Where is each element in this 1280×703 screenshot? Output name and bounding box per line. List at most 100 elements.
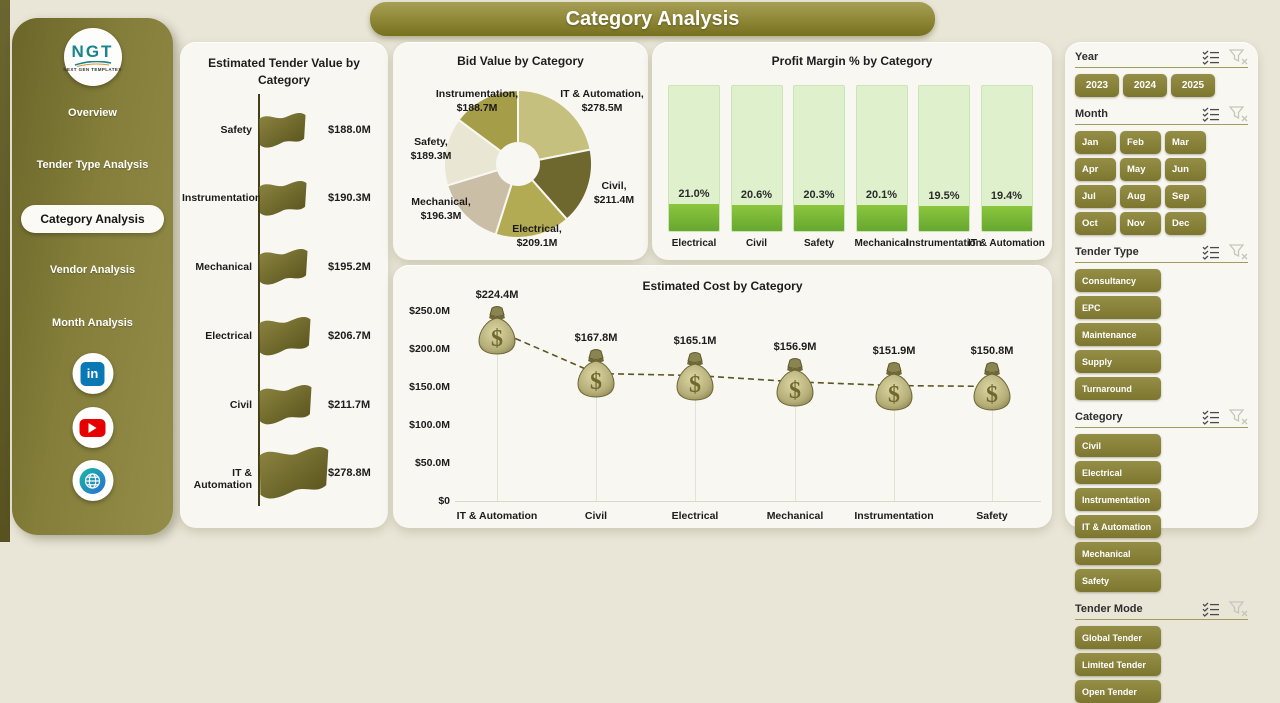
filter-option-apr[interactable]: Apr [1075, 158, 1116, 181]
flag-category-label: IT & Automation [193, 467, 252, 491]
money-bag-marker[interactable]: $ [773, 357, 817, 407]
profit-category-label: Mechanical [854, 238, 909, 249]
filter-option-aug[interactable]: Aug [1120, 185, 1161, 208]
donut-label: Electrical, $209.1M [512, 223, 562, 249]
clear-filter-icon[interactable] [1229, 409, 1248, 425]
filter-option-nov[interactable]: Nov [1120, 212, 1161, 235]
filter-section-tender-type: Tender Type Consultancy EPC Maintenance Supp… [1075, 244, 1248, 400]
filter-option-sep[interactable]: Sep [1165, 185, 1206, 208]
drop-line [795, 381, 796, 501]
clear-filter-icon[interactable] [1229, 49, 1248, 65]
filter-option-2023[interactable]: 2023 [1075, 74, 1119, 97]
clear-filter-icon[interactable] [1229, 601, 1248, 617]
filter-option-2025[interactable]: 2025 [1171, 74, 1215, 97]
filter-option-dec[interactable]: Dec [1165, 212, 1206, 235]
filter-section-category: Category Civil Electrical Instrumentation IT… [1075, 409, 1248, 592]
filter-option-electrical[interactable]: Electrical [1075, 461, 1161, 484]
sidebar-item-vendor-analysis[interactable]: Vendor Analysis [49, 264, 136, 276]
cost-value-label: $165.1M [673, 334, 717, 347]
filter-option-feb[interactable]: Feb [1120, 131, 1161, 154]
panel-bid-value: Bid Value by Category IT & Automation, $… [393, 42, 648, 260]
logo-text: NGT [71, 41, 114, 61]
flag-pole [258, 94, 260, 506]
filter-option-civil[interactable]: Civil [1075, 434, 1161, 457]
money-bag-marker[interactable]: $ [475, 305, 519, 355]
filter-section-label: Month [1075, 108, 1108, 120]
filter-option-mar[interactable]: Mar [1165, 131, 1206, 154]
filter-option-jun[interactable]: Jun [1165, 158, 1206, 181]
filter-option-safety[interactable]: Safety [1075, 569, 1161, 592]
filter-option-jul[interactable]: Jul [1075, 185, 1116, 208]
donut-slice-civil[interactable] [530, 148, 593, 221]
panel-profit-margin: Profit Margin % by Category 21.0% Electri… [652, 42, 1052, 260]
filter-option-turnaround[interactable]: Turnaround [1075, 377, 1161, 400]
youtube-icon[interactable] [72, 407, 113, 448]
profit-bar-fill [981, 206, 1032, 231]
filter-option-instrumentation[interactable]: Instrumentation [1075, 488, 1161, 511]
drop-line [497, 330, 498, 501]
select-all-icon[interactable] [1202, 107, 1220, 122]
cost-value-label: $224.4M [475, 289, 519, 302]
flag-marker[interactable] [259, 385, 312, 427]
filter-option-open-tender[interactable]: Open Tender [1075, 680, 1161, 703]
filter-option-may[interactable]: May [1120, 158, 1161, 181]
linkedin-icon[interactable]: in [72, 353, 113, 394]
filter-option-mechanical[interactable]: Mechanical [1075, 542, 1161, 565]
donut-slice-mechanical[interactable] [445, 168, 513, 236]
profit-bar-civil[interactable]: 20.6% [730, 85, 783, 232]
logo-tagline: NEXT GEN TEMPLATES [63, 66, 122, 72]
flag-marker[interactable] [259, 249, 308, 287]
sidebar-item-overview[interactable]: Overview [68, 107, 117, 119]
sidebar-item-tender-type-analysis[interactable]: Tender Type Analysis [36, 159, 149, 171]
filter-option-consultancy[interactable]: Consultancy [1075, 269, 1161, 292]
filter-option-global-tender[interactable]: Global Tender [1075, 626, 1161, 649]
filter-option-epc[interactable]: EPC [1075, 296, 1161, 319]
profit-bar-it-automation[interactable]: 19.4% [980, 85, 1033, 232]
money-bag-marker[interactable]: $ [872, 361, 916, 411]
donut-slice-safety[interactable] [443, 118, 503, 187]
select-all-icon[interactable] [1202, 50, 1220, 65]
flag-marker[interactable] [259, 112, 306, 150]
y-axis-tick: $250.0M [409, 305, 450, 317]
donut-slice-instrumentation[interactable] [457, 88, 519, 153]
flag-value-label: $190.3M [328, 192, 371, 204]
profit-bar-electrical[interactable]: 21.0% [668, 85, 720, 232]
filter-option-limited-tender[interactable]: Limited Tender [1075, 653, 1161, 676]
logo-swoosh-icon [74, 60, 111, 67]
sidebar-item-category-analysis[interactable]: Category Analysis [21, 205, 164, 233]
x-axis-line [455, 501, 1041, 502]
filter-option-it-automation[interactable]: IT & Automation [1075, 515, 1161, 538]
flag-marker[interactable] [259, 316, 311, 358]
filter-section-tender-mode: Tender Mode Global Tender Limited Tender Op… [1075, 601, 1248, 703]
flag-marker[interactable] [259, 180, 307, 218]
chart-title: Bid Value by Category [457, 54, 584, 68]
select-all-icon[interactable] [1202, 602, 1220, 617]
x-axis-label: IT & Automation [456, 510, 538, 522]
donut-slice-it-automation[interactable] [517, 88, 592, 162]
sidebar-item-month-analysis[interactable]: Month Analysis [52, 317, 133, 329]
profit-value-label: 19.5% [928, 190, 960, 202]
clear-filter-icon[interactable] [1229, 106, 1248, 122]
filter-option-2024[interactable]: 2024 [1123, 74, 1167, 97]
filter-option-supply[interactable]: Supply [1075, 350, 1161, 373]
filter-option-oct[interactable]: Oct [1075, 212, 1116, 235]
flag-marker[interactable] [259, 446, 329, 502]
donut-slice-electrical[interactable] [494, 178, 569, 239]
profit-bar-instrumentation[interactable]: 19.5% [918, 85, 970, 232]
globe-icon[interactable] [72, 460, 113, 501]
flag-value-label: $195.2M [328, 261, 371, 273]
filter-option-jan[interactable]: Jan [1075, 131, 1116, 154]
money-bag-marker[interactable]: $ [673, 351, 717, 401]
cost-value-label: $150.8M [970, 345, 1014, 358]
flag-category-label: Civil [229, 399, 252, 411]
select-all-icon[interactable] [1202, 245, 1220, 260]
filter-option-maintenance[interactable]: Maintenance [1075, 323, 1161, 346]
money-bag-marker[interactable]: $ [574, 348, 618, 398]
select-all-icon[interactable] [1202, 410, 1220, 425]
money-bag-marker[interactable]: $ [970, 361, 1014, 411]
profit-bar-safety[interactable]: 20.3% [793, 85, 845, 232]
profit-bar-mechanical[interactable]: 20.1% [855, 85, 908, 232]
sidebar: NGT NEXT GEN TEMPLATES Overview Tender Ty… [12, 18, 173, 535]
clear-filter-icon[interactable] [1229, 244, 1248, 260]
x-axis-label: Safety [976, 510, 1008, 522]
